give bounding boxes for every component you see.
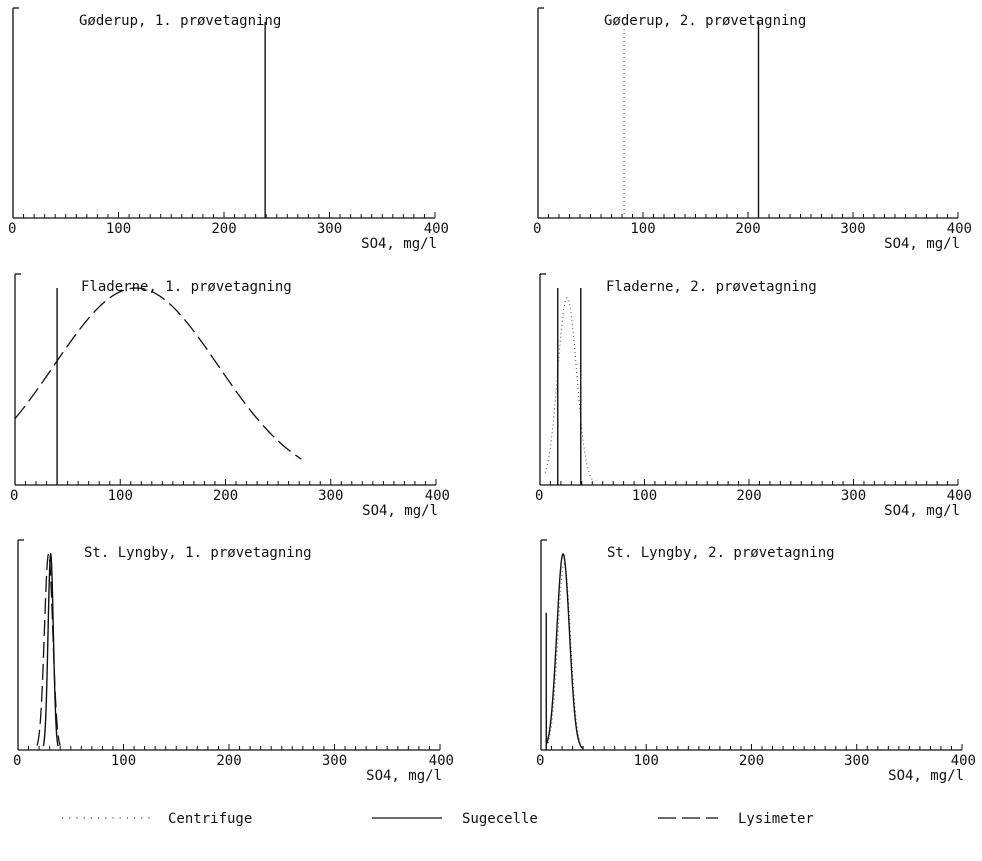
x-tick-label: 400 xyxy=(947,488,972,504)
x-tick-label: 400 xyxy=(951,753,976,769)
x-tick-label: 200 xyxy=(739,753,764,769)
x-tick-label: 400 xyxy=(424,221,449,237)
x-tick-label: 400 xyxy=(429,753,454,769)
panel-title: Gøderup, 2. prøvetagning xyxy=(604,13,806,29)
series-centrifuge-curve xyxy=(544,297,593,480)
x-tick-label: 300 xyxy=(841,488,866,504)
x-axis-label: SO4, mg/l xyxy=(361,236,437,252)
x-tick-label: 300 xyxy=(840,221,865,237)
x-tick-label: 200 xyxy=(213,488,238,504)
x-tick-label: 0 xyxy=(8,221,16,237)
x-axis-label: SO4, mg/l xyxy=(888,768,964,784)
x-tick-label: 100 xyxy=(106,221,131,237)
series-sugecelle-curve xyxy=(545,553,584,750)
x-tick-label: 100 xyxy=(630,221,655,237)
x-tick-label: 200 xyxy=(735,221,760,237)
x-tick-label: 100 xyxy=(111,753,136,769)
x-tick-label: 300 xyxy=(844,753,869,769)
series-lysimeter-curve xyxy=(36,553,61,746)
x-tick-label: 100 xyxy=(632,488,657,504)
panel-title: Gøderup, 1. prøvetagning xyxy=(79,13,281,29)
panel-title: Fladerne, 2. prøvetagning xyxy=(606,279,817,295)
series-sugecelle-curve xyxy=(42,552,59,747)
legend-label-sugecelle: Sugecelle xyxy=(462,811,538,827)
x-tick-label: 0 xyxy=(533,221,541,237)
panel-title: St. Lyngby, 1. prøvetagning xyxy=(84,545,312,561)
x-tick-label: 0 xyxy=(535,488,543,504)
x-tick-label: 0 xyxy=(13,753,21,769)
x-axis-label: SO4, mg/l xyxy=(362,503,438,519)
legend-label-lysimeter: Lysimeter xyxy=(738,811,814,827)
x-tick-label: 200 xyxy=(216,753,241,769)
legend-label-centrifuge: Centrifuge xyxy=(168,811,252,827)
series-centrifuge-curve xyxy=(545,563,584,749)
x-tick-label: 400 xyxy=(947,221,972,237)
x-axis-label: SO4, mg/l xyxy=(884,236,960,252)
x-tick-label: 300 xyxy=(317,221,342,237)
x-axis-label: SO4, mg/l xyxy=(884,503,960,519)
x-tick-label: 200 xyxy=(211,221,236,237)
x-tick-label: 300 xyxy=(322,753,347,769)
x-axis-label: SO4, mg/l xyxy=(366,768,442,784)
x-tick-label: 200 xyxy=(736,488,761,504)
x-tick-label: 100 xyxy=(634,753,659,769)
x-tick-label: 0 xyxy=(10,488,18,504)
legend: Centrifuge Sugecelle Lysimeter xyxy=(62,811,814,827)
panel-title: St. Lyngby, 2. prøvetagning xyxy=(607,545,835,561)
x-tick-label: 300 xyxy=(318,488,343,504)
x-tick-label: 400 xyxy=(425,488,450,504)
panel-title: Fladerne, 1. prøvetagning xyxy=(81,279,292,295)
x-tick-label: 100 xyxy=(108,488,133,504)
series-lysimeter-curve xyxy=(14,287,302,460)
x-tick-label: 0 xyxy=(536,753,544,769)
